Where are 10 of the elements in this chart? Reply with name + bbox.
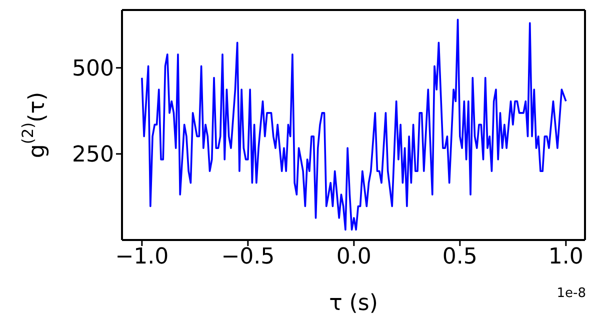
x-tick-label: 0.0	[336, 244, 372, 270]
x-axis-title: τ (s)	[329, 291, 378, 316]
x-tick-label: −1.0	[115, 244, 169, 270]
x-tick-label: −0.5	[221, 244, 275, 270]
text: 1e-8	[556, 286, 586, 301]
y-tick-label: 250	[72, 142, 114, 168]
x-tick-label: 0.5	[442, 244, 478, 270]
y-tick-label: 500	[72, 56, 114, 82]
line-series	[141, 18, 567, 231]
x-tick-label: 1.0	[548, 244, 584, 270]
